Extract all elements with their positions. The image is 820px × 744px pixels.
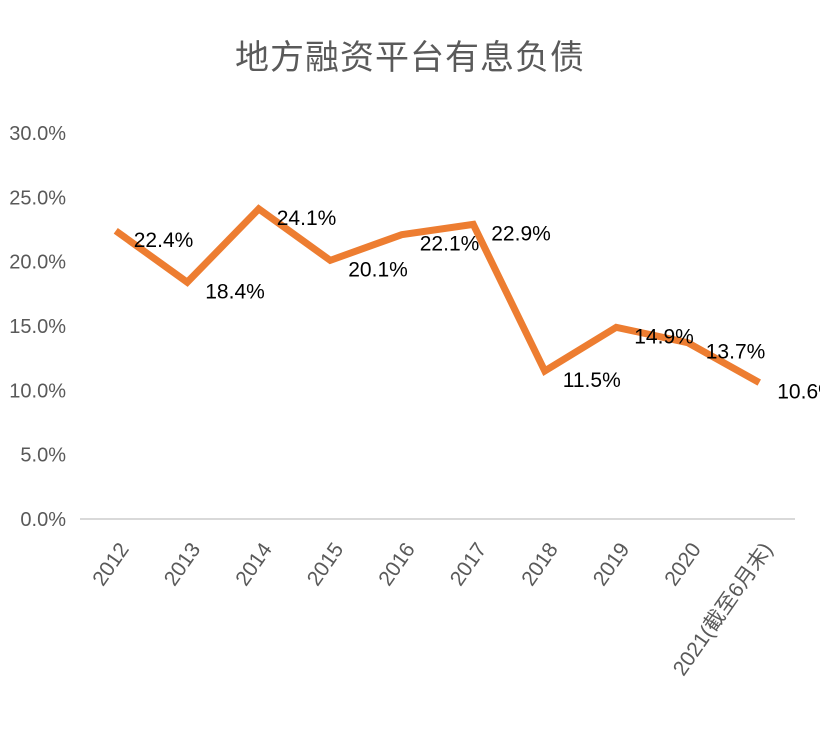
series-line xyxy=(113,204,761,386)
x-tick-label: 2019 xyxy=(589,539,635,590)
y-tick-label: 25.0% xyxy=(9,187,66,209)
x-tick-label: 2013 xyxy=(160,539,206,590)
x-tick-label: 2014 xyxy=(231,538,277,590)
y-tick-label: 15.0% xyxy=(9,316,66,338)
data-label: 14.9% xyxy=(634,325,694,348)
data-label: 22.4% xyxy=(134,229,194,252)
data-label: 10.6% xyxy=(777,381,820,404)
y-tick-label: 5.0% xyxy=(20,445,66,467)
data-label: 11.5% xyxy=(563,369,621,392)
x-tick-label: 2015 xyxy=(303,539,349,590)
data-label: 24.1% xyxy=(277,207,337,230)
data-label: 20.1% xyxy=(348,258,408,281)
y-tick-label: 20.0% xyxy=(9,252,66,274)
x-tick-label: 2016 xyxy=(374,539,420,590)
y-tick-label: 0.0% xyxy=(20,509,66,531)
y-tick-label: 30.0% xyxy=(9,123,66,145)
data-label: 13.7% xyxy=(706,341,766,364)
y-tick-label: 10.0% xyxy=(9,380,66,402)
data-label: 18.4% xyxy=(205,280,265,303)
x-tick-label: 2020 xyxy=(660,539,706,590)
data-label: 22.9% xyxy=(491,222,551,245)
x-tick-label: 2012 xyxy=(88,539,134,590)
x-tick-label: 2017 xyxy=(446,539,492,590)
x-tick-label: 2018 xyxy=(517,539,563,590)
chart-title: 地方融资平台有息负债 xyxy=(235,38,585,78)
data-label: 22.1% xyxy=(420,233,480,256)
